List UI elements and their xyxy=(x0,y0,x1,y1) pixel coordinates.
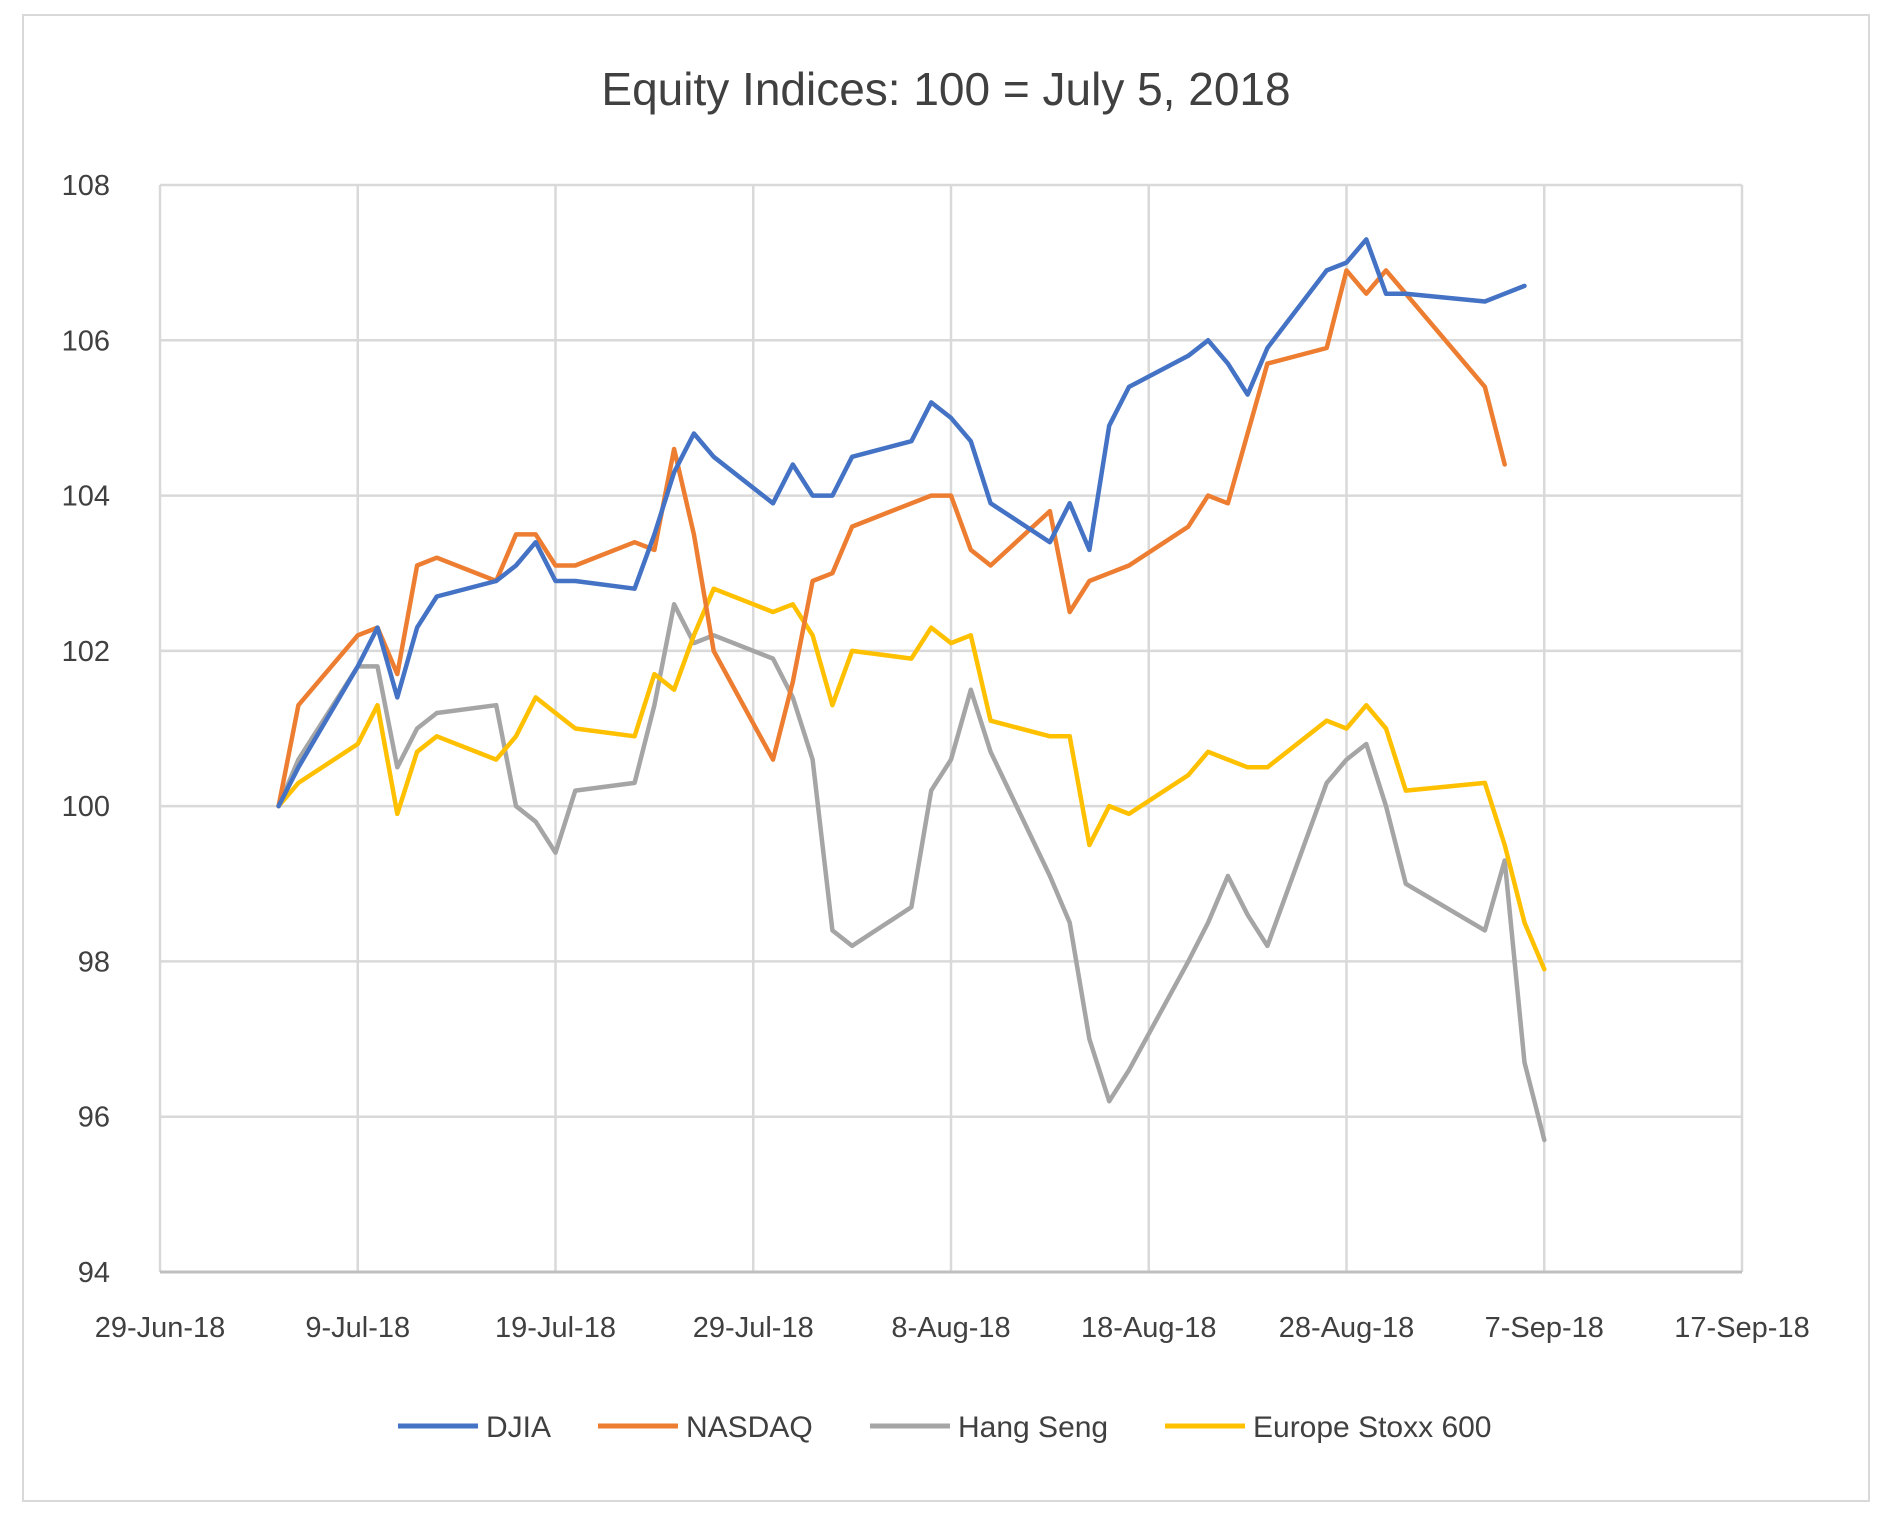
legend-label-djia: DJIA xyxy=(486,1411,551,1444)
x-tick-label-5: 18-Aug-18 xyxy=(1081,1312,1216,1344)
x-tick-label-2: 19-Jul-18 xyxy=(495,1312,616,1344)
chart-frame xyxy=(22,14,1870,1502)
axes: 94 96 98 100 102 104 106 108 29-Jun-18 9-Jul-18 19… xyxy=(62,170,1810,1344)
legend-label-nasdaq: NASDAQ xyxy=(686,1411,813,1444)
legend-label-hang-seng: Hang Seng xyxy=(958,1411,1108,1444)
y-tick-label-100: 100 xyxy=(62,791,110,823)
series-line-europe-stoxx-600 xyxy=(276,586,1547,972)
chart-title: Equity Indices: 100 = July 5, 2018 xyxy=(601,63,1290,115)
series-line-hang-seng xyxy=(276,602,1547,1143)
x-tick-label-1: 9-Jul-18 xyxy=(305,1312,410,1344)
y-tick-label-102: 102 xyxy=(62,636,110,668)
series-line-djia xyxy=(276,237,1527,809)
legend: DJIA NASDAQ Hang Seng Europe Stoxx 600 xyxy=(398,1411,1492,1444)
x-tick-label-6: 28-Aug-18 xyxy=(1279,1312,1414,1344)
y-tick-label-104: 104 xyxy=(62,481,110,513)
y-tick-label-94: 94 xyxy=(78,1257,110,1289)
x-tick-label-7: 7-Sep-18 xyxy=(1485,1312,1604,1344)
y-tick-label-96: 96 xyxy=(78,1102,110,1134)
series-lines xyxy=(276,237,1547,1143)
x-tick-label-0: 29-Jun-18 xyxy=(95,1312,226,1344)
y-tick-label-106: 106 xyxy=(62,325,110,357)
legend-label-europe-stoxx-600: Europe Stoxx 600 xyxy=(1253,1411,1492,1444)
x-tick-label-4: 8-Aug-18 xyxy=(891,1312,1010,1344)
x-tick-label-8: 17-Sep-18 xyxy=(1674,1312,1809,1344)
y-tick-label-108: 108 xyxy=(62,170,110,202)
grid xyxy=(158,183,1744,1274)
y-tick-label-98: 98 xyxy=(78,946,110,978)
series-line-nasdaq xyxy=(276,268,1507,809)
x-tick-label-3: 29-Jul-18 xyxy=(693,1312,814,1344)
